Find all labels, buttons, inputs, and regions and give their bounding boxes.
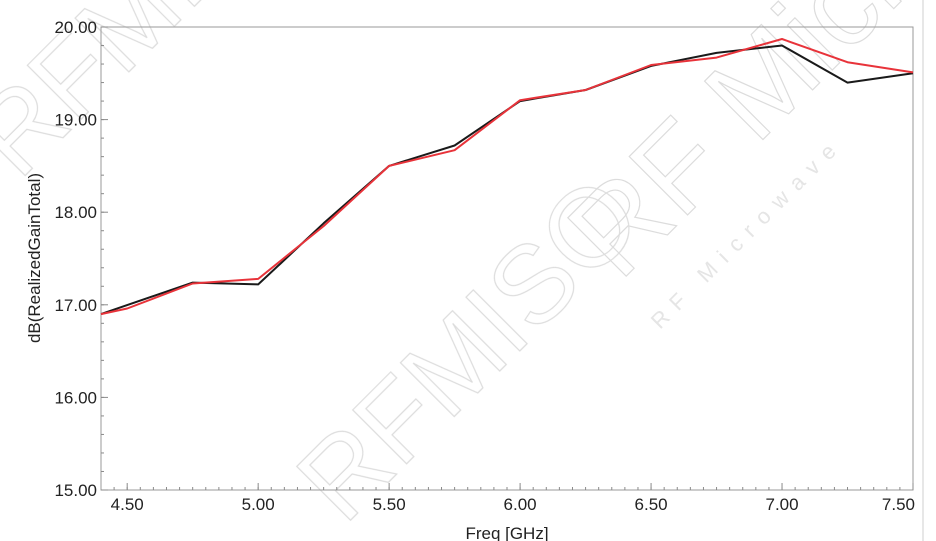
- x-tick-label: 5.50: [373, 495, 406, 514]
- x-tick-label: 5.00: [242, 495, 275, 514]
- x-tick-label: 6.50: [635, 495, 668, 514]
- y-tick-label: 16.00: [54, 388, 97, 407]
- ticks: [101, 26, 914, 491]
- series-line-2: [100, 38, 914, 316]
- series-layer: [100, 38, 914, 316]
- tick-labels: 15.00 16.00 17.00 18.00 19.00 20.00 4.50 5.00 5.…: [54, 18, 915, 514]
- x-axis-title: Freq [GHz]: [465, 524, 548, 541]
- y-tick-label: 19.00: [54, 111, 97, 130]
- y-tick-label: 18.00: [54, 203, 97, 222]
- y-tick-label: 17.00: [54, 296, 97, 315]
- y-tick-label: 20.00: [54, 18, 97, 37]
- x-tick-label: 4.50: [111, 495, 144, 514]
- x-tick-label: 7.50: [882, 495, 915, 514]
- watermark-brand-top: RFMISO: [0, 0, 338, 199]
- x-tick-label: 7.00: [765, 495, 798, 514]
- x-tick-label: 6.00: [504, 495, 537, 514]
- y-tick-label: 15.00: [54, 481, 97, 500]
- y-axis-title: dB(RealizedGainTotal): [25, 173, 44, 343]
